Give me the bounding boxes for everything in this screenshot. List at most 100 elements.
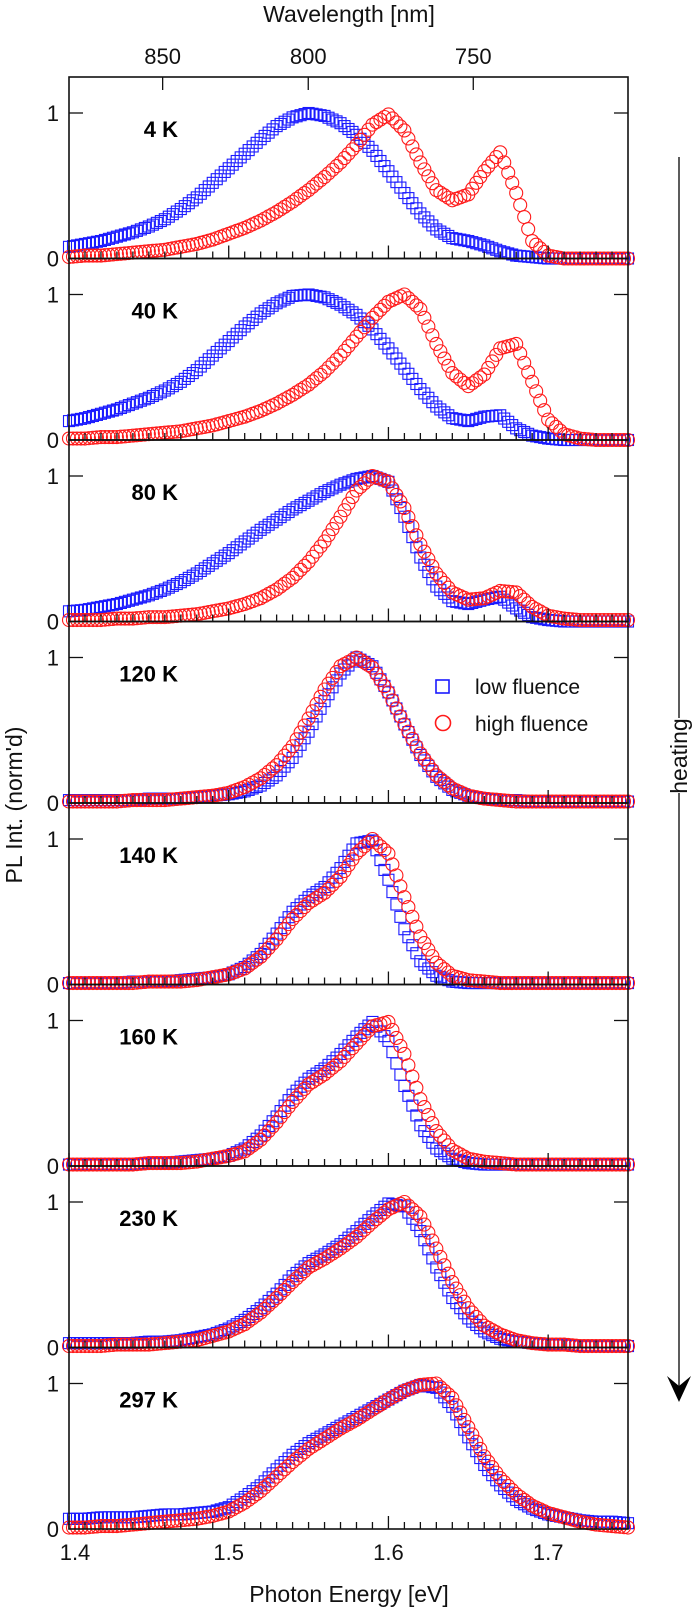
data-point: [94, 600, 107, 614]
data-point: [541, 412, 556, 427]
data-point: [545, 1337, 560, 1352]
data-point: [289, 1271, 304, 1286]
data-point: [282, 1452, 295, 1465]
data-point: [442, 1284, 455, 1297]
y-tick-label: 1: [47, 1372, 59, 1397]
data-point: [109, 1519, 124, 1534]
data-point: [218, 338, 231, 351]
data-point: [294, 1263, 307, 1276]
data-point: [470, 1318, 483, 1331]
data-point: [185, 973, 200, 988]
data-point: [401, 1198, 416, 1213]
data-point: [117, 246, 132, 261]
data-point: [345, 1415, 360, 1430]
data-point: [345, 142, 360, 157]
data-point: [150, 1157, 163, 1170]
data-point: [190, 191, 203, 204]
data-point: [114, 229, 127, 242]
data-point: [310, 490, 323, 503]
data-point: [513, 588, 528, 604]
data-point: [69, 1157, 85, 1172]
data-point: [178, 573, 191, 587]
data-point: [253, 1484, 268, 1499]
data-point: [566, 795, 579, 808]
data-point: [537, 1337, 552, 1352]
data-point: [146, 587, 159, 600]
data-point: [521, 975, 536, 991]
data-point: [133, 427, 148, 442]
data-point: [517, 794, 532, 809]
data-point: [134, 591, 147, 604]
data-point: [277, 1462, 292, 1477]
data-point: [518, 425, 531, 439]
data-point: [321, 166, 336, 181]
data-point: [397, 890, 412, 905]
data-point: [341, 858, 356, 873]
data-point: [93, 794, 108, 809]
data-point: [573, 1157, 588, 1172]
data-point: [405, 1202, 420, 1217]
data-point: [269, 204, 284, 219]
data-point: [257, 1128, 272, 1143]
data-point: [117, 429, 132, 444]
data-point: [426, 396, 439, 409]
panel-140k: 1 0 140 K: [47, 802, 636, 998]
data-point: [109, 794, 124, 809]
data-point: [534, 431, 547, 444]
data-point: [286, 905, 299, 918]
data-point: [506, 248, 519, 261]
data-point: [281, 1458, 296, 1473]
data-point: [569, 794, 584, 809]
data-point: [345, 1041, 360, 1056]
data-point: [505, 1157, 520, 1172]
data-point: [469, 973, 484, 988]
data-point: [261, 1298, 276, 1313]
data-point: [130, 396, 143, 409]
data-point: [466, 236, 479, 249]
data-point: [533, 604, 548, 619]
data-point: [121, 611, 136, 626]
data-point: [186, 367, 199, 380]
data-point: [325, 670, 340, 685]
data-point: [604, 1338, 620, 1354]
data-point: [373, 302, 388, 317]
data-point: [386, 1391, 399, 1404]
data-point: [441, 1266, 456, 1281]
data-point: [282, 505, 295, 519]
data-point: [454, 413, 467, 426]
data-point: [281, 573, 296, 588]
data-point: [133, 1337, 148, 1352]
data-point: [613, 1339, 627, 1353]
data-point: [474, 238, 487, 251]
data-point: [401, 899, 416, 915]
data-point: [286, 503, 299, 516]
data-point: [477, 1154, 492, 1169]
data-point: [545, 416, 560, 431]
legend: low fluence high fluence: [434, 676, 588, 736]
data-point: [526, 429, 539, 442]
data-point: [89, 1338, 104, 1354]
data-point: [253, 591, 268, 606]
data-point: [529, 975, 544, 991]
data-point: [441, 778, 456, 793]
data-point: [373, 112, 388, 127]
data-point: [85, 1519, 101, 1534]
data-point: [557, 1337, 572, 1352]
data-point: [466, 1438, 479, 1451]
data-point: [73, 1157, 89, 1172]
data-point: [430, 223, 443, 236]
data-point: [185, 790, 200, 805]
data-point: [65, 975, 81, 991]
data-point: [154, 214, 167, 228]
data-point: [105, 975, 120, 991]
data-point: [113, 1157, 128, 1172]
data-point: [121, 428, 136, 444]
data-point: [330, 480, 343, 493]
data-point: [137, 974, 152, 990]
data-point: [616, 612, 632, 628]
data-point: [361, 658, 376, 673]
data-point: [93, 1338, 108, 1354]
data-point: [105, 1519, 120, 1534]
data-point: [458, 234, 471, 247]
data-point: [413, 537, 428, 552]
